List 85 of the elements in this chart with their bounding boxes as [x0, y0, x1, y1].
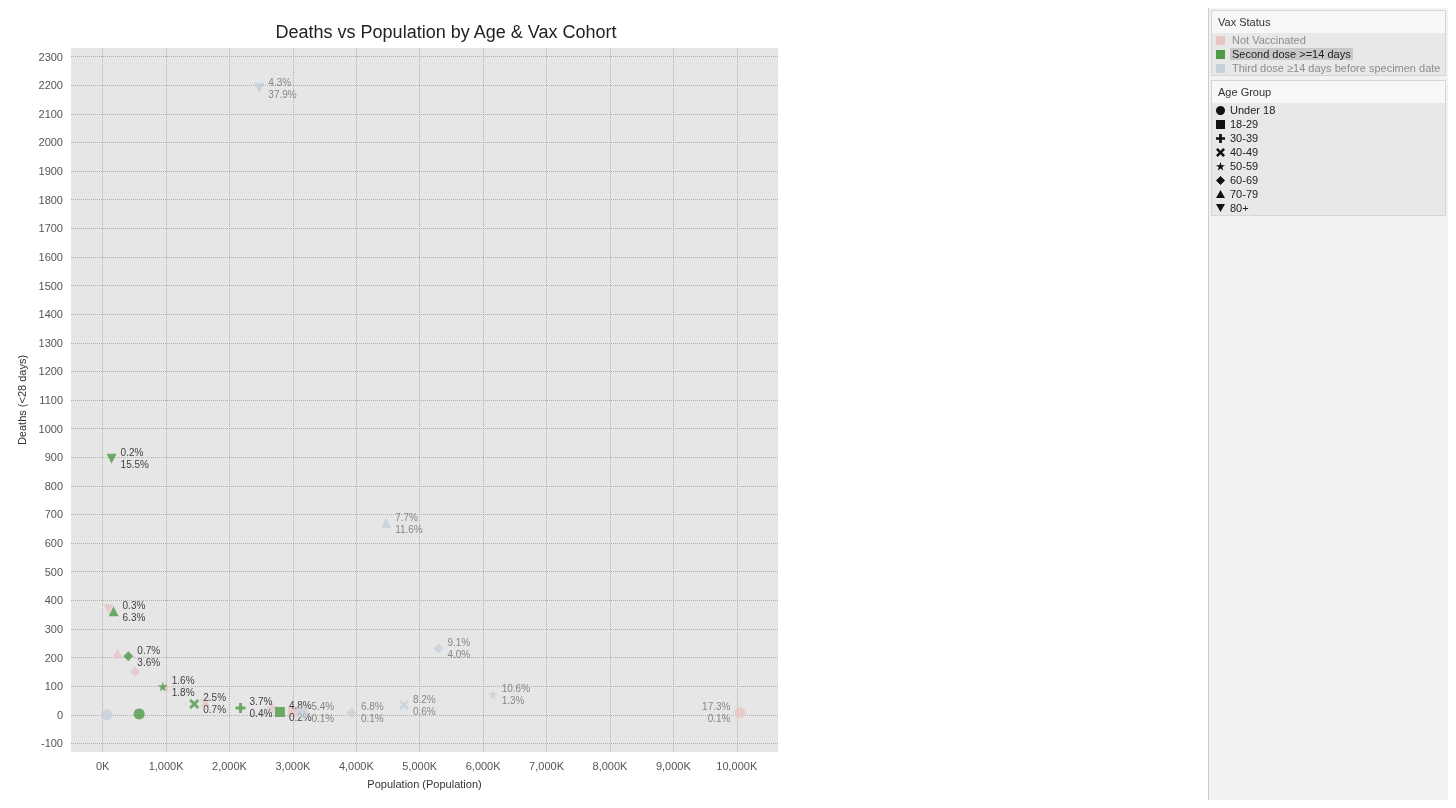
point	[398, 700, 409, 711]
category-label: 70-79	[1230, 188, 1259, 200]
y-tick-label: 1300	[38, 336, 63, 349]
y-tick-label: 1900	[38, 165, 63, 178]
y-axis-title: Deaths (<28 days)	[15, 354, 28, 446]
y-tick-label: 800	[44, 479, 63, 492]
y-tick-label: 1800	[38, 193, 63, 206]
category-label: Under 18	[1230, 104, 1276, 116]
category-label: 18-29	[1230, 118, 1259, 130]
x-tick-label: 9,000K	[655, 759, 692, 772]
data-label: 17.3% 0.1%	[702, 701, 731, 725]
point	[103, 604, 114, 615]
category-label: 40-49	[1230, 146, 1259, 158]
point	[133, 708, 145, 720]
y-tick-label: 600	[44, 537, 63, 550]
y-tick-label: 200	[44, 651, 63, 664]
x-tick-label: 2,000K	[212, 759, 248, 772]
point	[487, 689, 498, 700]
category-label: 80+	[1230, 202, 1249, 214]
x-tick-label: 4,000K	[338, 759, 375, 772]
point	[346, 707, 357, 718]
data-label: 0.3% 6.3%	[122, 599, 146, 623]
y-tick-label: 100	[44, 680, 63, 693]
text: Age Group	[1212, 81, 1445, 103]
data-label: 0.2% 15.5%	[120, 447, 150, 471]
y-tick-label: 1200	[38, 365, 63, 378]
point	[381, 518, 392, 529]
y-tick-label: 500	[44, 565, 63, 578]
point	[101, 709, 113, 721]
y-tick-label: 1500	[38, 279, 63, 292]
x-axis-title: Population (Population)	[367, 777, 482, 790]
data-label: 4.3% 37.9%	[268, 76, 297, 100]
y-tick-label: 400	[44, 594, 63, 607]
point	[433, 643, 444, 654]
point	[235, 702, 246, 713]
x-tick-label: 7,000K	[529, 759, 565, 772]
chart-title: Deaths vs Population by Age & Vax Cohort	[275, 22, 617, 42]
x-tick-label: 5,000K	[402, 759, 438, 772]
point	[274, 706, 285, 717]
y-tick-label: 1600	[38, 250, 63, 263]
point	[108, 606, 119, 617]
y-tick-label: 1400	[38, 308, 63, 321]
y-tick-label: 2000	[38, 136, 63, 149]
category-label: 30-39	[1230, 132, 1259, 144]
y-tick-label: 2200	[38, 79, 63, 92]
data-label: 2.5% 0.7%	[203, 692, 227, 716]
data-label: 10.6% 1.3%	[501, 682, 531, 706]
point	[112, 648, 123, 659]
data-label: 6.8% 0.1%	[360, 701, 384, 725]
category-label: 50-59	[1230, 160, 1259, 172]
x-tick-label: 0K	[95, 759, 111, 772]
y-tick-label: -100	[40, 737, 63, 750]
point	[734, 707, 746, 719]
y-tick-label: 300	[44, 622, 63, 635]
point	[189, 698, 200, 709]
y-tick-label: 2300	[38, 50, 63, 63]
legend-label: Third dose ≥14 days before specimen date	[1231, 62, 1442, 74]
y-tick-label: 0	[56, 708, 63, 721]
data-label: 4.8% 0.2%	[288, 700, 312, 724]
x-tick-label: 3,000K	[275, 759, 312, 772]
data-label: 1.6% 1.8%	[171, 674, 195, 698]
data-label: 9.1% 4.0%	[447, 636, 471, 660]
data-label: 0.7% 3.6%	[137, 644, 161, 668]
x-tick-label: 10,000K	[716, 759, 758, 772]
y-tick-label: 1700	[38, 222, 63, 235]
y-tick-label: 1000	[38, 422, 63, 435]
x-tick-label: 8,000K	[592, 759, 629, 772]
point	[106, 453, 117, 464]
data-label: 3.7% 0.4%	[249, 696, 273, 720]
y-tick-label: 1100	[39, 394, 63, 406]
point	[123, 651, 134, 662]
legend-label: Second dose >=14 days	[1230, 48, 1353, 60]
y-tick-label: 900	[44, 451, 63, 464]
y-tick-label: 700	[44, 508, 63, 521]
y-tick-label: 2100	[38, 107, 63, 120]
x-tick-label: 6,000K	[465, 759, 502, 772]
data-label: 7.7% 11.6%	[395, 511, 423, 535]
point	[130, 666, 141, 677]
data-label: 5.4% 0.1%	[311, 701, 335, 725]
legend-title: Vax Status	[1212, 11, 1445, 33]
legend-label: Not Vaccinated	[1231, 34, 1307, 46]
data-label: 8.2% 0.6%	[412, 693, 436, 717]
x-tick-label: 1,000K	[148, 759, 185, 772]
category-label: 60-69	[1230, 174, 1259, 186]
point	[254, 83, 265, 94]
